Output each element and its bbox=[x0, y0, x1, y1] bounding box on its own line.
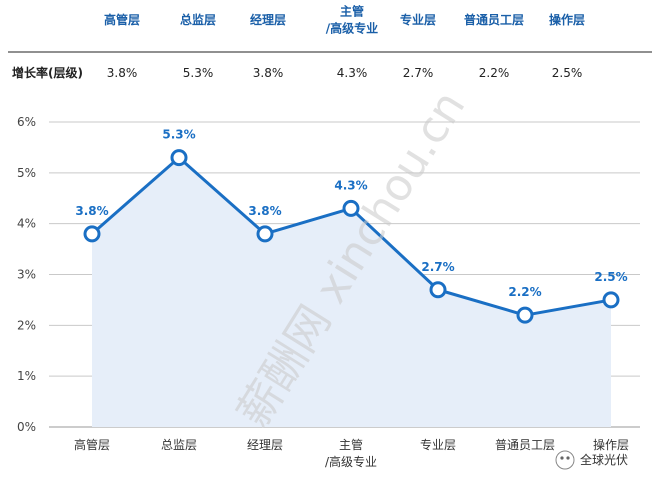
x-tick-label-2: 经理层 bbox=[247, 438, 283, 452]
data-point-4 bbox=[429, 281, 447, 299]
table-header-text: 主管/高级专业 bbox=[326, 4, 378, 36]
x-tick-label-5: 普通员工层 bbox=[495, 438, 555, 452]
data-label-4: 2.7% bbox=[421, 260, 454, 274]
table-header-text: 操作层 bbox=[549, 12, 585, 27]
data-label-6: 2.5% bbox=[594, 270, 627, 284]
data-label-2: 3.8% bbox=[248, 204, 281, 218]
data-label-3: 4.3% bbox=[334, 178, 367, 192]
y-tick-label-4: 4% bbox=[17, 217, 36, 231]
table-header-1: 总监层 bbox=[180, 12, 216, 27]
x-axis: 高管层 总监层 经理层 主管/高级专业 专业层 普通员工层 操作层 bbox=[74, 437, 629, 469]
table-row-label: 增长率(层级) bbox=[12, 65, 83, 80]
y-tick-label-1: 1% bbox=[17, 369, 36, 383]
table-header-text: 总监层 bbox=[180, 12, 216, 27]
table-header-text: 高管层 bbox=[104, 12, 140, 27]
y-tick-label-6: 6% bbox=[17, 115, 36, 129]
data-labels: 3.8% 5.3% 3.8% 4.3% 2.7% 2.2% 2.5% bbox=[75, 128, 627, 300]
wechat-icon-eye-right bbox=[566, 456, 570, 460]
data-point-3 bbox=[342, 199, 360, 217]
table-header-3: 主管/高级专业 bbox=[326, 4, 378, 36]
table-cell-5: 2.2% bbox=[479, 66, 510, 80]
x-tick-text: 主管/高级专业 bbox=[325, 437, 377, 469]
table-header-6: 操作层 bbox=[549, 12, 585, 27]
data-point-2 bbox=[256, 225, 274, 243]
area-fill-shape bbox=[92, 157, 611, 428]
data-point-1 bbox=[170, 149, 188, 167]
table-cell-0: 3.8% bbox=[107, 66, 138, 80]
x-tick-label-4: 专业层 bbox=[420, 437, 456, 452]
table-cell-6: 2.5% bbox=[552, 66, 583, 80]
corner-watermark: 全球光伏 bbox=[555, 450, 628, 470]
table-cell-4: 2.7% bbox=[403, 66, 434, 80]
table-header-text: 普通员工层 bbox=[464, 12, 524, 27]
y-tick-label-5: 5% bbox=[17, 166, 36, 180]
x-tick-text: 操作层 bbox=[593, 437, 629, 452]
data-point-0 bbox=[83, 225, 101, 243]
wechat-icon bbox=[555, 450, 575, 470]
x-tick-text: 高管层 bbox=[74, 437, 110, 452]
table-header-text: 经理层 bbox=[250, 12, 286, 27]
series-markers bbox=[83, 149, 620, 324]
area-fill bbox=[92, 157, 611, 428]
x-tick-text: 经理层 bbox=[247, 438, 283, 452]
corner-watermark-text: 全球光伏 bbox=[580, 452, 628, 467]
data-point-5 bbox=[516, 306, 534, 324]
table-header-0: 高管层 bbox=[104, 12, 140, 27]
x-tick-label-0: 高管层 bbox=[74, 437, 110, 452]
table-header-text: 专业层 bbox=[400, 12, 436, 27]
y-axis: 0% 1% 2% 3% 4% 5% 6% bbox=[17, 115, 36, 434]
x-tick-text: 专业层 bbox=[420, 437, 456, 452]
data-label-1: 5.3% bbox=[162, 128, 195, 142]
x-tick-text: 总监层 bbox=[161, 438, 197, 452]
table-header-5: 普通员工层 bbox=[464, 12, 524, 27]
table-cell-2: 3.8% bbox=[253, 66, 284, 80]
table-cell-3: 4.3% bbox=[337, 66, 368, 80]
wechat-icon-eye-left bbox=[560, 456, 564, 460]
y-tick-label-0: 0% bbox=[17, 420, 36, 434]
data-point-6 bbox=[602, 291, 620, 309]
y-tick-label-3: 3% bbox=[17, 268, 36, 282]
x-tick-label-1: 总监层 bbox=[161, 438, 197, 452]
x-tick-text: 普通员工层 bbox=[495, 438, 555, 452]
data-label-5: 2.2% bbox=[508, 285, 541, 299]
table-header-2: 经理层 bbox=[250, 12, 286, 27]
x-tick-label-6: 操作层 bbox=[593, 437, 629, 452]
y-tick-label-2: 2% bbox=[17, 318, 36, 332]
data-label-0: 3.8% bbox=[75, 204, 108, 218]
table-cell-1: 5.3% bbox=[183, 66, 214, 80]
x-tick-label-3: 主管/高级专业 bbox=[325, 437, 377, 469]
table-header-4: 专业层 bbox=[400, 12, 436, 27]
